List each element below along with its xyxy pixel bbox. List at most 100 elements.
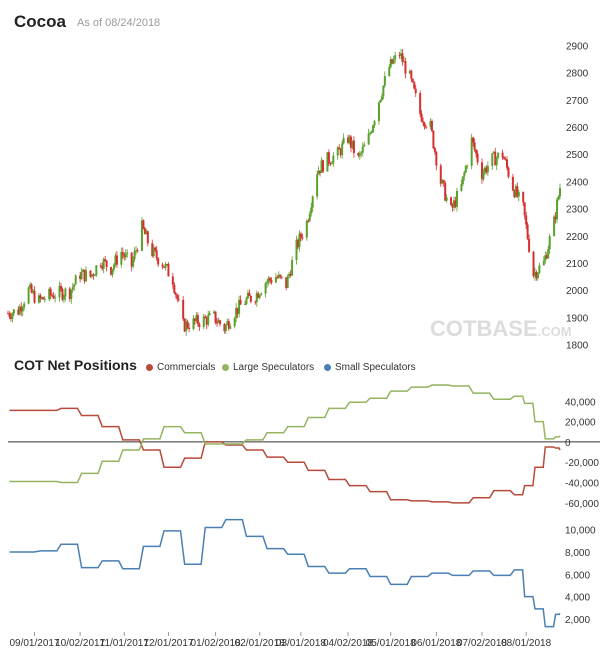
candle-body	[23, 303, 26, 308]
candle-body	[123, 254, 126, 258]
candle-body	[229, 326, 232, 329]
candle-body	[388, 67, 391, 77]
candle-body	[491, 153, 494, 166]
candle-body	[533, 272, 536, 277]
candle-body	[29, 284, 32, 288]
candle-body	[185, 321, 188, 332]
candle-body	[58, 285, 61, 298]
candle-body	[357, 153, 360, 156]
candle-body	[352, 140, 355, 154]
candle-body	[145, 231, 148, 235]
candle-body	[188, 327, 191, 330]
candle-body	[516, 186, 519, 197]
candle-body	[254, 301, 257, 303]
candle-body	[394, 55, 397, 60]
candle-body	[243, 303, 246, 305]
candle-body	[517, 191, 520, 197]
candle-body	[269, 277, 272, 281]
candle-body	[482, 172, 485, 180]
x-tick-label: 02/01/2018	[235, 638, 285, 649]
candle-body	[198, 324, 201, 327]
price-tick-label: 2400	[566, 177, 589, 188]
candle-body	[299, 233, 302, 238]
price-tick-label: 2300	[566, 205, 589, 216]
candle-body	[453, 200, 456, 208]
candle-body	[422, 121, 425, 123]
candle-body	[296, 239, 299, 248]
candle-body	[497, 152, 500, 158]
candle-body	[432, 130, 435, 149]
candle-body	[545, 255, 548, 259]
candle-body	[538, 265, 541, 273]
candle-body	[70, 289, 73, 299]
candle-body	[18, 306, 21, 315]
candle-body	[146, 231, 149, 244]
candle-body	[90, 274, 93, 277]
candle-body	[17, 309, 20, 315]
candle-body	[486, 165, 489, 173]
price-tick-label: 2500	[566, 150, 589, 161]
candle-body	[112, 264, 115, 270]
candle-body	[99, 265, 102, 267]
price-tick-label: 2000	[566, 286, 589, 297]
candle-body	[285, 277, 288, 288]
candle-body	[382, 85, 385, 97]
candle-body	[121, 252, 124, 255]
candle-body	[183, 318, 186, 332]
candle-body	[192, 318, 195, 330]
candle-body	[213, 311, 216, 314]
x-tick-label: 05/01/2018	[366, 638, 416, 649]
candle-body	[39, 295, 42, 299]
candle-body	[511, 176, 514, 191]
legend-commercials[interactable]: Commercials	[146, 362, 215, 373]
candle-body	[433, 148, 436, 152]
candle-body	[288, 273, 291, 276]
price-tick-label: 2200	[566, 232, 589, 243]
candle-body	[32, 290, 35, 293]
chart-title: Cocoa	[14, 12, 66, 31]
x-tick-label: 03/01/2018	[276, 638, 326, 649]
candle-body	[104, 259, 107, 261]
legend-small-speculators[interactable]: Small Speculators	[324, 362, 416, 373]
candle-body	[316, 174, 319, 197]
candle-body	[258, 295, 261, 298]
candle-body	[425, 126, 428, 128]
candle-body	[239, 299, 242, 305]
candle-body	[216, 322, 219, 324]
candle-body	[195, 315, 198, 322]
candle-body	[410, 70, 413, 79]
candle-body	[435, 151, 438, 166]
candle-body	[33, 290, 36, 303]
candle-body	[535, 272, 538, 279]
price-tick-label: 2600	[566, 123, 589, 134]
candle-body	[260, 293, 263, 296]
candle-body	[40, 297, 43, 299]
candle-body	[151, 243, 154, 257]
candle-body	[280, 276, 283, 278]
candle-body	[392, 59, 395, 64]
candle-body	[295, 239, 298, 260]
x-tick-label: 06/01/2018	[411, 638, 461, 649]
candle-body	[547, 249, 550, 259]
candle-body	[310, 207, 313, 214]
legend-large-speculators[interactable]: Large Speculators	[222, 362, 314, 373]
candle-body	[526, 224, 529, 239]
x-tick-label: 11/01/2017	[100, 638, 150, 649]
candle-body	[80, 271, 83, 280]
candle-body	[82, 269, 85, 272]
candle-body	[238, 299, 241, 314]
candle-body	[266, 281, 269, 284]
candle-body	[495, 157, 498, 166]
cot-tick-label: -40,000	[565, 479, 599, 490]
candle-body	[383, 76, 386, 86]
candle-body	[196, 315, 199, 325]
candle-body	[402, 61, 405, 63]
candle-body	[135, 250, 138, 252]
cot-title: COT Net Positions	[14, 357, 137, 373]
candle-body	[110, 267, 113, 275]
candle-body	[372, 125, 375, 133]
candle-body	[111, 269, 114, 275]
candle-body	[361, 146, 364, 153]
x-tick-label: 10/02/2017	[55, 638, 105, 649]
candle-body	[51, 295, 54, 297]
